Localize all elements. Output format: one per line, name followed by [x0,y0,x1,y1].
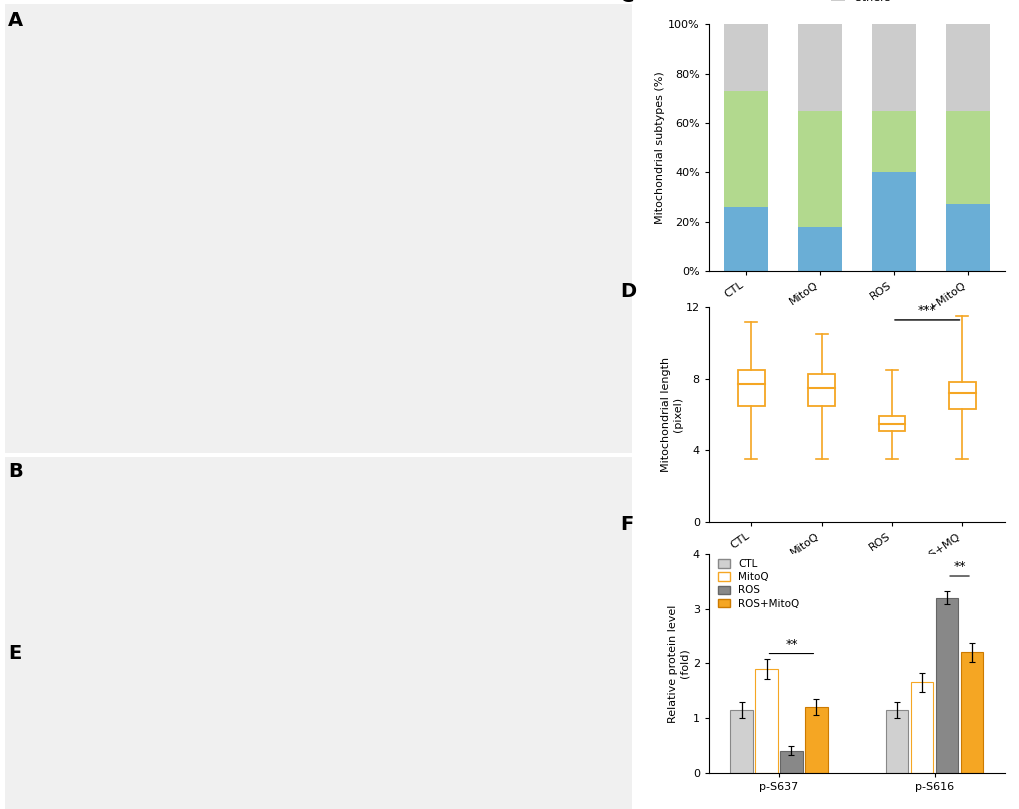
Bar [804,707,826,773]
Bar [877,417,905,430]
Bar [797,227,842,271]
Bar [730,709,752,773]
Text: ***: *** [917,304,935,317]
Text: **: ** [785,637,797,650]
Bar [886,709,908,773]
Bar [910,683,932,773]
Text: D: D [620,282,636,301]
Text: F: F [620,515,633,534]
Bar [737,370,764,405]
Text: A: A [8,11,23,30]
Bar [870,172,915,271]
Bar [723,207,767,271]
Bar [935,598,958,773]
Legend: Fragmented, Tubular, Others: Fragmented, Tubular, Others [826,0,924,7]
Text: C: C [620,0,634,6]
Y-axis label: Mitochondrial subtypes (%): Mitochondrial subtypes (%) [655,71,664,224]
Bar [960,652,982,773]
Bar [945,111,988,205]
Text: E: E [8,644,21,663]
Bar [797,111,842,227]
Text: B: B [8,463,23,481]
Bar [945,205,988,271]
Bar [780,751,802,773]
Legend: CTL, MitoQ, ROS, ROS+MitoQ: CTL, MitoQ, ROS, ROS+MitoQ [713,555,803,612]
Bar [797,24,842,111]
Y-axis label: Relative protein level
(fold): Relative protein level (fold) [667,604,689,722]
Bar [807,374,835,405]
Bar [754,669,776,773]
Bar [870,111,915,172]
Bar [723,91,767,207]
Bar [945,24,988,111]
Y-axis label: Mitochondrial length
(pixel): Mitochondrial length (pixel) [660,357,683,472]
Bar [870,24,915,111]
Text: **: ** [953,561,965,574]
Bar [723,24,767,91]
Bar [948,383,975,409]
